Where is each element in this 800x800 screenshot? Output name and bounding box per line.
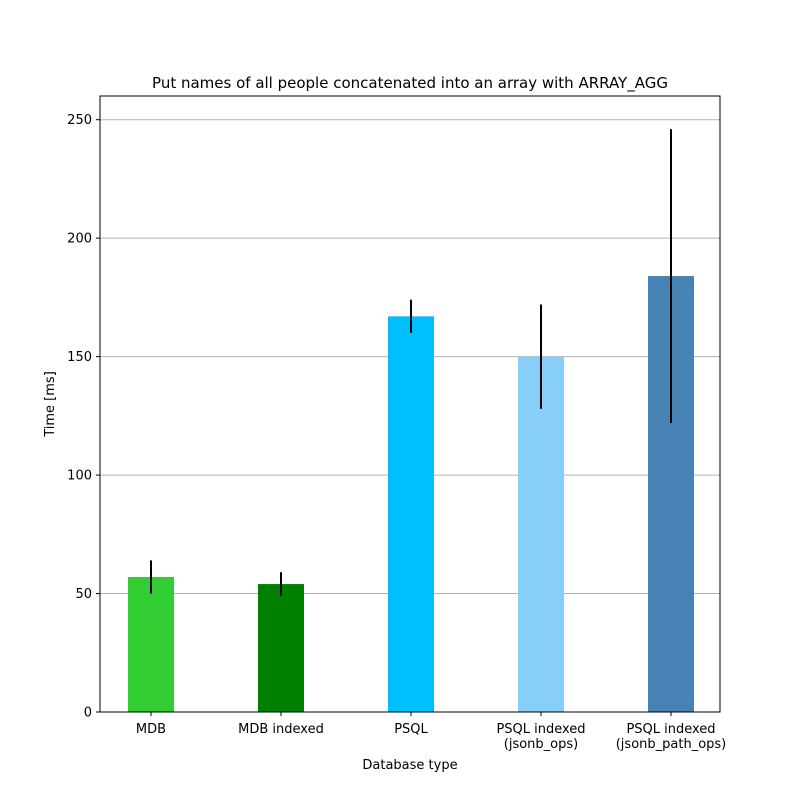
bar	[518, 356, 564, 712]
bar	[128, 576, 174, 712]
y-tick-label: 100	[67, 469, 92, 484]
bars	[128, 276, 694, 712]
x-tick-label-line: PSQL indexed	[626, 722, 715, 737]
x-axis-label: Database type	[362, 758, 457, 773]
y-tick-label: 250	[67, 113, 92, 128]
bar	[388, 316, 434, 712]
x-tick-label-line: PSQL indexed	[496, 722, 585, 737]
x-axis: MDB MDB indexed PSQL PSQL indexed (jsonb_ops…	[136, 712, 726, 752]
x-tick-label-line: (jsonb_path_ops)	[616, 737, 727, 752]
x-tick-label: PSQL	[394, 722, 428, 737]
y-tick-label: 50	[75, 587, 92, 602]
y-tick-label: 200	[67, 232, 92, 247]
x-tick-label-line: PSQL	[394, 722, 428, 737]
error-bars	[150, 129, 672, 596]
x-tick-label-line: (jsonb_ops)	[504, 737, 578, 752]
x-tick-label: PSQL indexed (jsonb_ops)	[496, 722, 585, 752]
x-tick-label: MDB	[136, 722, 166, 737]
x-tick-label: MDB indexed	[238, 722, 324, 737]
plot-frame	[99, 95, 721, 713]
x-tick-label-line: MDB indexed	[238, 722, 324, 737]
chart-title: Put names of all people concatenated int…	[152, 74, 668, 93]
y-tick-label: 150	[67, 350, 92, 365]
x-tick-label-line: MDB	[136, 722, 166, 737]
bar	[258, 584, 304, 712]
y-axis: 0 50 100 150 200 250	[67, 113, 100, 721]
x-tick-label: PSQL indexed (jsonb_path_ops)	[616, 722, 727, 752]
y-tick-label: 0	[84, 706, 92, 721]
y-axis-label: Time [ms]	[43, 371, 58, 438]
